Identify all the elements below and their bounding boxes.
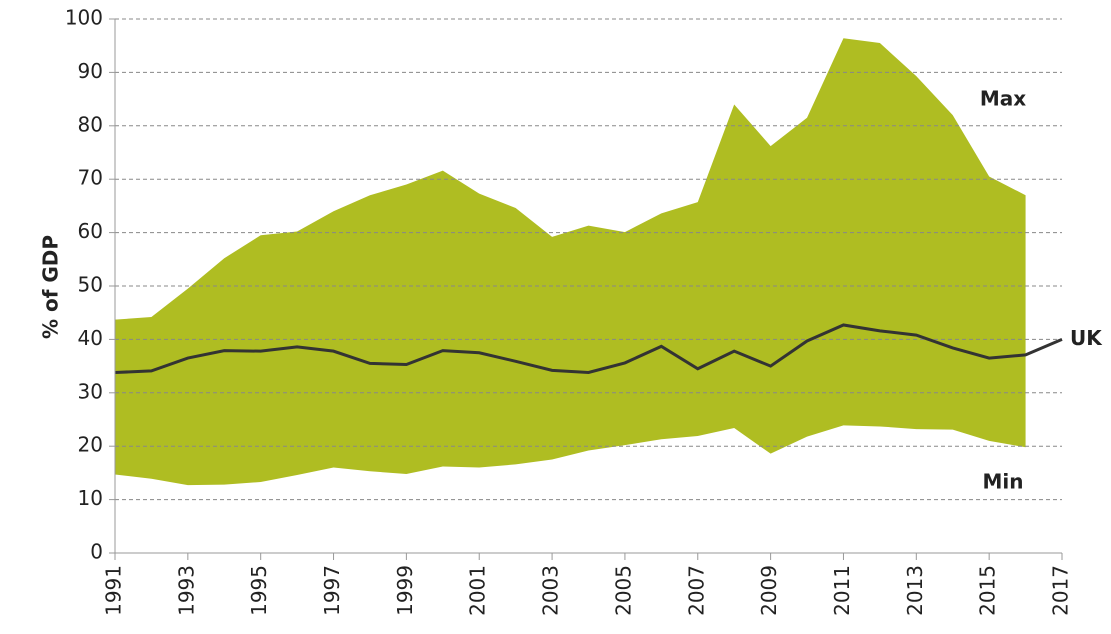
y-axis-label: % of GDP — [39, 235, 63, 339]
y-tick-label: 50 — [78, 273, 103, 297]
series-label: Max — [980, 87, 1026, 111]
y-tick-label: 20 — [78, 433, 103, 457]
series-label: Min — [983, 470, 1024, 494]
series-label: UK — [1070, 326, 1103, 350]
x-tick-label: 2001 — [466, 565, 490, 616]
x-tick-label: 2013 — [903, 565, 927, 616]
x-tick-label: 2015 — [976, 565, 1000, 616]
y-tick-label: 40 — [78, 326, 103, 350]
x-tick-label: 2009 — [757, 565, 781, 616]
x-tick-label: 2005 — [611, 565, 635, 616]
y-tick-label: 70 — [78, 166, 103, 190]
range-band — [115, 38, 1026, 486]
y-tick-label: 100 — [65, 6, 103, 30]
x-tick-label: 1993 — [174, 565, 198, 616]
uk-line — [114, 323, 1063, 375]
x-tick-label: 2003 — [539, 565, 563, 616]
y-tick-label: 90 — [78, 59, 103, 83]
x-tick-label: 1991 — [102, 565, 126, 616]
x-tick-label: 1999 — [393, 565, 417, 616]
x-tick-label: 1997 — [320, 565, 344, 616]
y-tick-label: 30 — [78, 379, 103, 403]
y-tick-label: 60 — [78, 219, 103, 243]
y-tick-label: 80 — [78, 112, 103, 136]
y-tick-label: 10 — [78, 486, 103, 510]
y-tick-label: 0 — [90, 540, 103, 564]
x-tick-label: 2011 — [830, 565, 854, 616]
x-tick-label: 1995 — [247, 565, 271, 616]
x-tick-label: 2017 — [1049, 565, 1073, 616]
x-tick-label: 2007 — [684, 565, 708, 616]
